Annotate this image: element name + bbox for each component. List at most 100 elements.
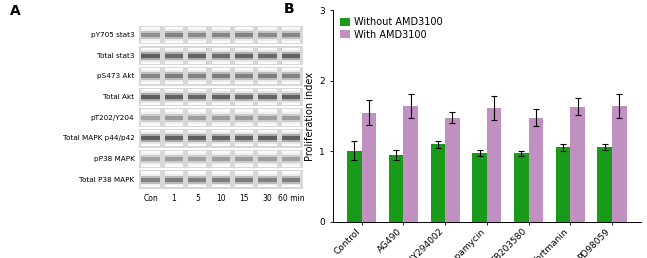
Bar bbox=[188, 50, 206, 52]
Bar bbox=[282, 95, 300, 97]
Bar bbox=[142, 27, 160, 29]
Bar bbox=[165, 29, 183, 31]
Bar bbox=[362, 112, 377, 222]
Bar bbox=[235, 99, 253, 101]
Bar bbox=[258, 50, 277, 52]
Bar bbox=[430, 144, 445, 222]
Bar bbox=[165, 119, 183, 122]
Bar bbox=[258, 171, 277, 174]
Bar bbox=[258, 53, 277, 56]
Bar bbox=[347, 151, 362, 222]
Bar bbox=[142, 138, 160, 140]
Bar bbox=[282, 130, 300, 132]
Bar bbox=[212, 177, 230, 180]
Bar bbox=[282, 89, 300, 91]
Bar bbox=[212, 39, 230, 41]
Bar bbox=[165, 89, 183, 91]
Bar bbox=[188, 165, 206, 167]
Bar bbox=[165, 138, 183, 140]
Bar bbox=[282, 72, 300, 74]
Bar bbox=[188, 82, 206, 84]
Bar bbox=[165, 82, 183, 84]
Bar bbox=[142, 59, 160, 62]
Bar bbox=[142, 93, 160, 95]
Bar bbox=[235, 93, 253, 95]
Bar bbox=[212, 171, 230, 174]
Bar bbox=[165, 115, 183, 118]
Bar bbox=[282, 136, 300, 138]
Bar bbox=[258, 111, 277, 114]
Bar bbox=[282, 29, 300, 31]
Bar bbox=[212, 138, 230, 140]
Bar bbox=[165, 123, 183, 126]
Bar bbox=[258, 27, 277, 29]
Bar bbox=[165, 111, 183, 114]
Bar bbox=[188, 39, 206, 41]
Bar bbox=[165, 173, 183, 176]
Bar bbox=[165, 161, 183, 163]
Bar bbox=[570, 107, 585, 222]
Bar bbox=[212, 29, 230, 31]
Text: 60 min: 60 min bbox=[278, 194, 304, 203]
Bar bbox=[235, 136, 253, 138]
Bar bbox=[212, 130, 230, 132]
Bar bbox=[258, 35, 277, 37]
Bar bbox=[212, 78, 230, 80]
Bar bbox=[282, 91, 300, 93]
Bar bbox=[188, 93, 206, 95]
Bar bbox=[188, 78, 206, 80]
Bar bbox=[212, 41, 230, 43]
Bar bbox=[235, 183, 253, 186]
Bar bbox=[188, 185, 206, 188]
Bar bbox=[165, 165, 183, 167]
Bar bbox=[212, 55, 230, 58]
Bar bbox=[142, 50, 160, 52]
Bar bbox=[142, 97, 160, 99]
Bar bbox=[258, 101, 277, 103]
Bar bbox=[258, 70, 277, 72]
Bar bbox=[258, 97, 277, 99]
Bar bbox=[235, 35, 253, 37]
Bar bbox=[282, 33, 300, 35]
Bar bbox=[235, 39, 253, 41]
Bar bbox=[258, 59, 277, 62]
Bar bbox=[188, 52, 206, 54]
Bar bbox=[258, 142, 277, 144]
Bar bbox=[212, 99, 230, 101]
Bar bbox=[282, 181, 300, 183]
Bar bbox=[235, 27, 253, 29]
Bar bbox=[282, 165, 300, 167]
Bar bbox=[235, 119, 253, 122]
Bar bbox=[235, 165, 253, 167]
Bar bbox=[165, 35, 183, 37]
Bar bbox=[139, 67, 303, 86]
Bar bbox=[556, 147, 570, 222]
Bar bbox=[258, 82, 277, 84]
Bar bbox=[258, 74, 277, 76]
Bar bbox=[139, 129, 303, 148]
Bar bbox=[142, 76, 160, 78]
Bar bbox=[235, 41, 253, 43]
Bar bbox=[165, 153, 183, 155]
Bar bbox=[258, 163, 277, 165]
Bar bbox=[165, 99, 183, 101]
Bar bbox=[139, 150, 303, 168]
Bar bbox=[165, 142, 183, 144]
Bar bbox=[235, 82, 253, 84]
Text: 30: 30 bbox=[263, 194, 272, 203]
Bar bbox=[235, 177, 253, 180]
Text: Con: Con bbox=[143, 194, 158, 203]
Bar bbox=[235, 58, 253, 60]
Y-axis label: Proliferation index: Proliferation index bbox=[305, 72, 315, 160]
Bar bbox=[258, 132, 277, 134]
Bar bbox=[235, 157, 253, 159]
Bar bbox=[165, 159, 183, 161]
Bar bbox=[389, 155, 404, 222]
Bar bbox=[188, 140, 206, 142]
Bar bbox=[282, 70, 300, 72]
Bar bbox=[258, 165, 277, 167]
Bar bbox=[165, 41, 183, 43]
Bar bbox=[258, 61, 277, 64]
Bar bbox=[235, 74, 253, 76]
Bar bbox=[188, 103, 206, 105]
